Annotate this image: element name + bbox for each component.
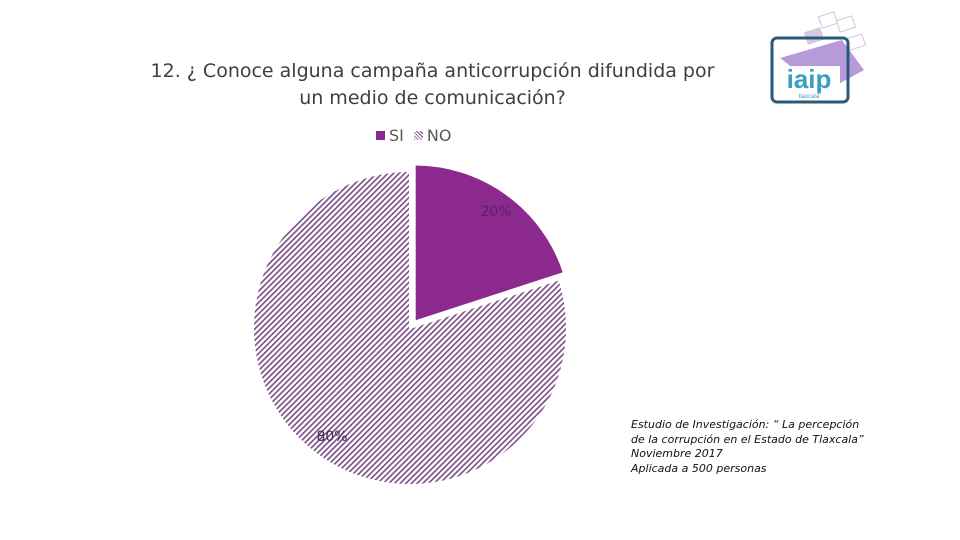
chart-title-line-1: 12. ¿ Conoce alguna campaña anticorrupci… bbox=[150, 60, 715, 82]
legend-item-si: SI bbox=[376, 126, 404, 145]
logo-text: iaip bbox=[787, 64, 832, 94]
study-note: Estudio de Investigación: “ La percepció… bbox=[631, 418, 911, 476]
legend-label-si: SI bbox=[389, 125, 404, 145]
logo-subtext: tlaxcala bbox=[799, 94, 820, 100]
pie-slice-si bbox=[413, 163, 566, 323]
legend-item-no: NO bbox=[413, 125, 452, 145]
study-note-line-1: Estudio de Investigación: “ La percepció… bbox=[631, 418, 860, 431]
legend-swatch-si bbox=[376, 130, 385, 140]
chart-title: 12. ¿ Conoce alguna campaña anticorrupci… bbox=[150, 58, 715, 112]
data-label-si: 20% bbox=[480, 204, 511, 220]
pie-slice-no bbox=[252, 169, 568, 486]
data-label-no: 80% bbox=[316, 429, 347, 445]
chart-title-line-2: un medio de comunicación? bbox=[299, 87, 566, 109]
iaip-logo: iaip tlaxcala bbox=[770, 11, 867, 104]
study-note-line-2: de la corrupción en el Estado de Tlaxcal… bbox=[631, 432, 864, 446]
legend-label-no: NO bbox=[426, 125, 452, 145]
study-note-line-3: Noviembre 2017 bbox=[631, 447, 723, 460]
study-note-line-4: Aplicada a 500 personas bbox=[631, 461, 767, 475]
legend-swatch-no bbox=[413, 130, 423, 140]
chart-legend: SI NO bbox=[376, 124, 451, 146]
